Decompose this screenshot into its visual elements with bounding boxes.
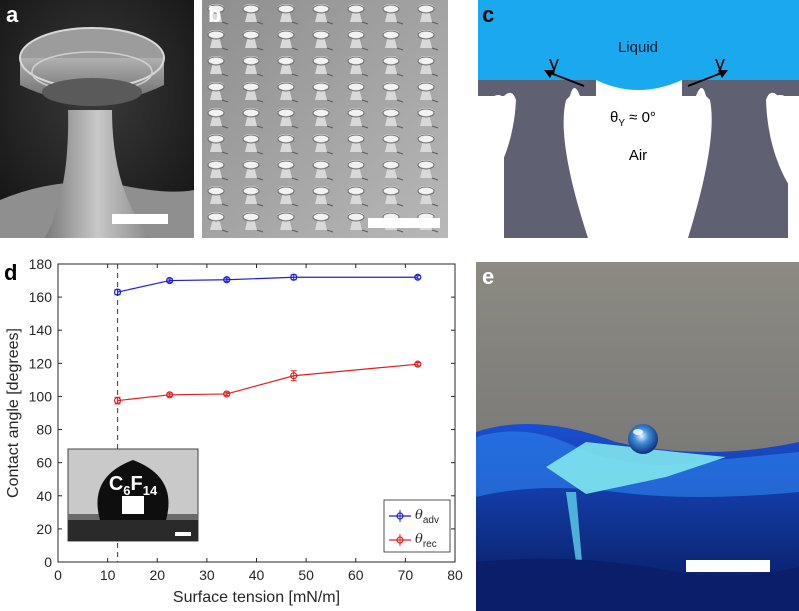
right-pillar — [682, 80, 799, 238]
series-line — [117, 276, 418, 293]
legend-label: θadv — [415, 508, 439, 526]
legend-swatch-marker — [396, 512, 404, 520]
y-tick-label: 0 — [44, 554, 52, 570]
panel-e-photo: e — [476, 262, 799, 611]
inset-scale-bar — [175, 532, 191, 536]
data-point — [290, 372, 298, 380]
x-tick-label: 60 — [348, 567, 364, 583]
series-line — [117, 363, 418, 402]
single-pillar-micrograph — [0, 0, 194, 238]
x-tick-label: 0 — [54, 567, 62, 583]
data-point — [166, 391, 174, 399]
y-tick-label: 20 — [36, 521, 52, 537]
axis-ticks: 0 10 20 30 40 50 60 70 80 0 20 40 60 80 100 120 140 160 18… — [29, 256, 463, 583]
x-tick-label: 10 — [100, 567, 116, 583]
wetting-schematic: Liquid Air γ γ θY ≈ 0° — [478, 0, 799, 238]
y-tick-label: 40 — [36, 488, 52, 504]
y-tick-label: 80 — [36, 422, 52, 438]
scale-bar-b — [368, 218, 440, 228]
x-tick-label: 50 — [298, 567, 314, 583]
legend-entry-1: θrec — [389, 532, 437, 550]
series-1 — [113, 360, 422, 405]
panel-label-d: d — [4, 260, 18, 285]
contact-angle-chart: 0 10 20 30 40 50 60 70 80 0 20 40 60 80 100 120 140 160 18… — [5, 256, 463, 606]
panel-a-sem-image: a — [0, 0, 194, 238]
meniscus — [596, 80, 682, 90]
left-tension-arrow — [547, 71, 585, 87]
data-point — [414, 273, 422, 281]
y-tick-label: 160 — [29, 289, 53, 305]
air-label: Air — [629, 147, 647, 164]
x-tick-label: 70 — [398, 567, 414, 583]
data-point — [223, 390, 231, 398]
panel-d-chart: 0 10 20 30 40 50 60 70 80 0 20 40 60 80 100 120 140 160 18… — [0, 252, 470, 611]
right-tension-arrow — [687, 71, 725, 87]
data-point — [223, 276, 231, 284]
theta-y-label: θY ≈ 0° — [610, 109, 656, 129]
pillar-array-micrograph — [202, 0, 448, 238]
x-tick-label: 40 — [249, 567, 265, 583]
x-axis-label: Surface tension [mN/m] — [173, 589, 340, 606]
panel-label-a: a — [6, 2, 19, 27]
data-series — [113, 273, 422, 405]
left-pillar — [478, 80, 596, 238]
inset-formula: C6F14 — [109, 473, 158, 498]
scale-bar-a — [112, 214, 168, 224]
series-0 — [113, 273, 422, 296]
plot-frame — [57, 263, 456, 563]
liquid-label: Liquid — [618, 39, 658, 56]
data-point — [290, 273, 298, 281]
data-point — [113, 288, 122, 296]
data-point — [414, 360, 422, 368]
y-tick-label: 140 — [29, 322, 53, 338]
x-tick-label: 80 — [447, 567, 463, 583]
data-point — [166, 276, 174, 285]
y-tick-label: 100 — [29, 388, 53, 404]
legend-label: θrec — [415, 532, 437, 550]
panel-label-e: e — [482, 264, 495, 289]
legend: θadv θrec — [383, 499, 451, 553]
y-tick-label: 180 — [29, 256, 53, 272]
legend-entry-0: θadv — [389, 508, 439, 526]
legend-swatch-marker — [396, 536, 404, 544]
data-point — [113, 396, 122, 405]
liquid-region — [478, 0, 799, 80]
y-tick-label: 60 — [36, 455, 52, 471]
panel-b-sem-image: b — [202, 0, 448, 238]
panel-label-c: c — [482, 2, 495, 27]
y-tick-label: 120 — [29, 355, 53, 371]
droplet-on-surface-photo — [476, 262, 799, 611]
x-tick-label: 20 — [149, 567, 165, 583]
gamma-right-label: γ — [715, 53, 725, 75]
x-tick-label: 30 — [199, 567, 215, 583]
inset-droplet-image: C6F14 — [67, 448, 199, 542]
panel-c-schematic: Liquid Air γ γ θY ≈ 0° c — [478, 0, 799, 238]
scale-bar-e — [686, 560, 770, 572]
panel-label-b: b — [208, 2, 222, 27]
gamma-left-label: γ — [549, 53, 559, 75]
y-axis-label: Contact angle [degrees] — [5, 328, 22, 498]
